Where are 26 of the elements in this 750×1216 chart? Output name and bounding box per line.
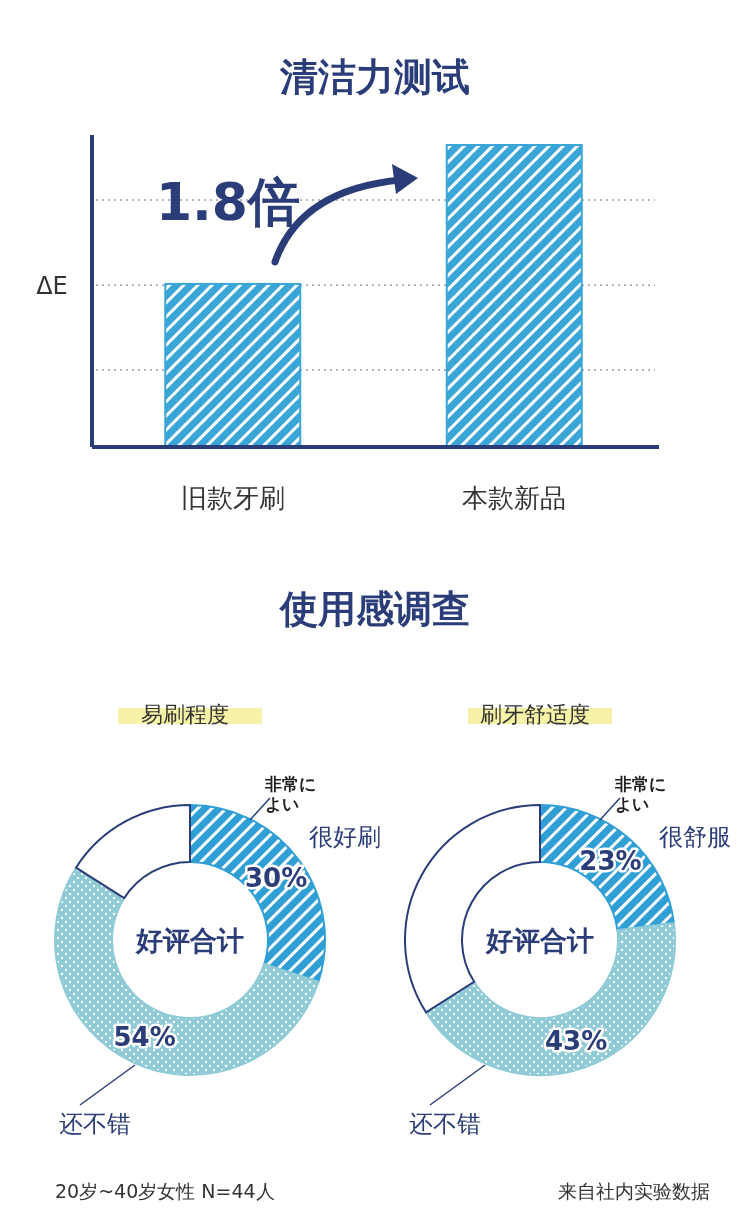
chart-subtitle: 使用感调查 (278, 587, 470, 631)
text: 非常に (613, 774, 666, 794)
text: 好评合计 (485, 925, 594, 956)
chart-title: 易刷程度 (141, 702, 229, 727)
donut-slice (404, 804, 541, 1014)
data-label: 54% (113, 1022, 176, 1053)
text: 好评合计 (135, 925, 244, 956)
text: よい (615, 794, 649, 814)
chart-title: 清洁力测试 (279, 55, 470, 99)
slice-label: 很好刷 (309, 823, 381, 851)
x-tick-label: 本款新品 (462, 483, 567, 513)
data-label: 43% (544, 1026, 608, 1057)
slice-label: 还不错 (409, 1110, 481, 1138)
slice-label: 很舒服 (659, 823, 731, 851)
slice-label: 还不错 (59, 1110, 131, 1138)
annotation: 1.8倍 (155, 172, 301, 232)
donut-slice (54, 866, 320, 1076)
text: 来自社内实验数据 (558, 1180, 710, 1202)
text: よい (265, 794, 299, 814)
text: 20岁~40岁女性 N=44人 (55, 1180, 275, 1202)
text: 非常に (263, 774, 316, 794)
chart-title: 刷牙舒适度 (480, 702, 590, 727)
donut-slice (75, 804, 191, 900)
donut-slice (425, 922, 676, 1076)
x-tick-label: 旧款牙刷 (180, 483, 285, 513)
y-axis-title: ΔE (36, 271, 68, 300)
